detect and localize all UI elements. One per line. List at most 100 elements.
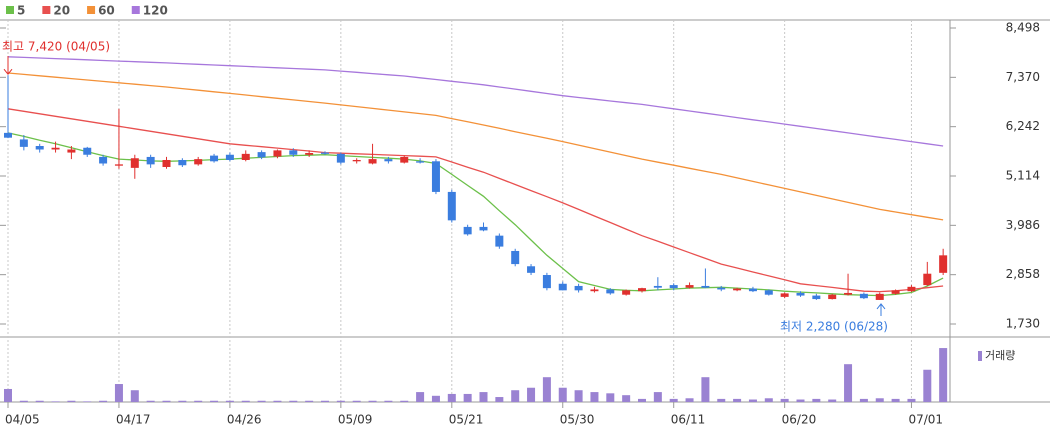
candle-body xyxy=(590,289,599,292)
candle-body xyxy=(305,152,314,155)
annotation-arrowhead xyxy=(876,303,886,310)
volume-bar xyxy=(685,398,694,402)
candle-body xyxy=(891,290,900,294)
y-tick-label: 1,730 xyxy=(1006,317,1040,331)
annotation-high: 최고 7,420 (04/05) xyxy=(2,40,110,54)
y-tick-label: 6,242 xyxy=(1006,119,1040,133)
candle-body xyxy=(638,288,646,292)
candle-body xyxy=(844,292,853,295)
x-tick-label: 07/01 xyxy=(908,413,943,427)
x-tick-label: 05/30 xyxy=(560,413,595,427)
candle-body xyxy=(114,164,123,166)
candle-body xyxy=(194,159,203,165)
volume-bar xyxy=(241,400,250,402)
candle-body xyxy=(764,290,773,295)
volume-bar xyxy=(99,400,108,402)
candle-body xyxy=(748,288,757,292)
volume-bar xyxy=(733,398,742,402)
y-tick-label: 8,498 xyxy=(1006,21,1040,35)
volume-bar xyxy=(305,400,314,402)
volume-bar xyxy=(622,395,631,402)
volume-bar xyxy=(717,398,726,402)
candle-body xyxy=(669,285,678,289)
volume-bar xyxy=(701,377,710,402)
candle-body xyxy=(336,153,345,163)
volume-bar xyxy=(939,348,948,402)
candle-body xyxy=(527,266,536,273)
volume-bar xyxy=(257,400,266,402)
candle-body xyxy=(130,158,139,168)
candle-body xyxy=(685,285,694,288)
legend-swatch xyxy=(6,6,14,14)
ma-line xyxy=(7,56,944,147)
candle-body xyxy=(368,159,377,164)
volume-bar xyxy=(51,401,60,402)
ma-line xyxy=(7,72,944,221)
volume-bar xyxy=(146,400,155,402)
volume-bar xyxy=(352,400,361,402)
candle-body xyxy=(923,273,932,286)
candle-body xyxy=(479,226,488,231)
candle-body xyxy=(162,159,171,167)
candle-body xyxy=(384,159,393,162)
volume-bar xyxy=(542,377,551,402)
volume-bar xyxy=(336,400,345,402)
candle-body xyxy=(859,293,868,299)
y-tick-label: 2,858 xyxy=(1006,267,1040,281)
x-tick-label: 04/05 xyxy=(5,413,40,427)
candle-body xyxy=(907,286,916,292)
candle-body xyxy=(733,288,742,291)
candle-body xyxy=(606,289,615,294)
legend-swatch xyxy=(87,6,96,14)
volume-bar xyxy=(194,400,203,402)
candle-body xyxy=(574,285,583,291)
candle-body xyxy=(352,159,361,162)
volume-bar xyxy=(210,400,219,402)
volume-bar xyxy=(400,400,409,402)
volume-bar xyxy=(463,393,472,402)
candle-body xyxy=(99,156,108,164)
volume-bar xyxy=(35,400,44,402)
candle-body xyxy=(210,155,219,162)
volume-bar xyxy=(844,364,853,402)
volume-bar xyxy=(273,400,282,402)
volume-bar xyxy=(19,400,28,402)
candle-body xyxy=(542,275,551,289)
candle-body xyxy=(511,250,520,265)
volume-bar xyxy=(859,398,868,402)
volume-bar xyxy=(178,400,187,402)
annotation-arrowhead xyxy=(3,68,13,75)
candle-body xyxy=(780,293,789,297)
volume-bar xyxy=(67,400,76,402)
volume-bar xyxy=(162,400,171,402)
volume-bar xyxy=(590,392,599,402)
volume-bar xyxy=(875,398,884,402)
candle-body xyxy=(463,226,472,235)
volume-bar xyxy=(83,401,92,402)
x-tick-label: 06/11 xyxy=(671,413,706,427)
candle-body xyxy=(257,152,266,158)
volume-bar xyxy=(558,387,567,402)
candle-body xyxy=(225,154,234,160)
volume-bar xyxy=(368,400,377,402)
y-tick-label: 3,986 xyxy=(1006,218,1040,232)
volume-legend-label: 거래량 xyxy=(985,349,1015,362)
candle-body xyxy=(812,295,821,300)
volume-bar xyxy=(511,390,520,402)
candle-body xyxy=(19,139,28,147)
volume-bar xyxy=(289,400,298,402)
volume-legend-swatch xyxy=(978,351,982,361)
candle-body xyxy=(67,149,76,153)
candle-body xyxy=(241,153,250,160)
candle-body xyxy=(875,293,884,300)
volume-bar xyxy=(812,398,821,402)
volume-bar xyxy=(114,384,123,402)
candle-body xyxy=(35,145,44,150)
candle-body xyxy=(431,161,440,192)
volume-bar xyxy=(225,400,234,402)
candle-body xyxy=(321,152,329,154)
volume-bar xyxy=(653,392,662,402)
x-tick-label: 04/17 xyxy=(116,413,151,427)
candle-body xyxy=(622,290,631,295)
